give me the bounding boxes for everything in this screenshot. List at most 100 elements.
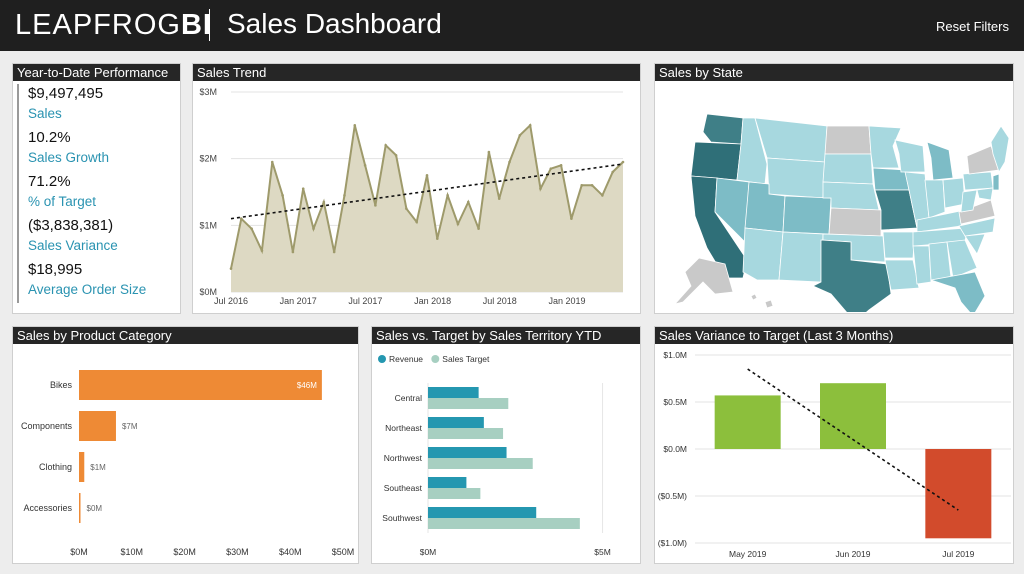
ytd-title: Year-to-Date Performance [13, 64, 180, 81]
trend-point [363, 164, 367, 167]
kpi-value: 71.2% [28, 173, 71, 190]
kpi-value: 10.2% [28, 129, 71, 146]
x-tick-label: $10M [121, 547, 144, 557]
y-tick-label: $0M [199, 287, 217, 297]
category-label: Accessories [23, 503, 72, 513]
trend-point [466, 200, 470, 204]
trend-point [281, 194, 284, 197]
state-florida[interactable] [930, 271, 986, 312]
state-louisiana[interactable] [884, 259, 920, 291]
trend-point [332, 250, 336, 254]
state-colorado[interactable] [782, 195, 832, 235]
x-tick-label: $30M [226, 547, 249, 557]
kpi-sales-variance[interactable]: ($3,838,381) Sales Variance [28, 216, 146, 260]
x-tick-label: May 2019 [729, 549, 767, 559]
state-west-virginia[interactable] [960, 189, 978, 213]
kpi-sales-growth[interactable]: 10.2% Sales Growth [28, 128, 146, 172]
x-tick-label: $50M [332, 547, 355, 557]
state-new-jersey[interactable] [992, 173, 1000, 191]
state-missouri[interactable] [874, 189, 918, 231]
trend-point [601, 194, 604, 197]
state-south-carolina[interactable] [964, 233, 986, 255]
kpi-avg-order-size[interactable]: $18,995 Average Order Size [28, 260, 146, 304]
trend-point [405, 207, 408, 210]
territory-bar [428, 458, 533, 469]
state-nebraska[interactable] [822, 181, 880, 211]
x-tick-label: $40M [279, 547, 302, 557]
territory-chart[interactable]: Revenue Sales Target Central Northeast North… [372, 345, 640, 562]
trend-point [229, 267, 233, 270]
trend-point [539, 187, 542, 190]
category-label: Bikes [50, 380, 73, 390]
x-tick-label: Jan 2017 [280, 296, 317, 306]
category-value-label: $1M [90, 463, 106, 472]
variance-panel: Sales Variance to Target (Last 3 Months)… [654, 326, 1014, 564]
trend-point [446, 194, 449, 197]
kpi-value: ($3,838,381) [28, 217, 114, 234]
trend-point [436, 237, 439, 240]
y-tick-label: $1M [199, 220, 217, 230]
state-alaska[interactable] [673, 257, 734, 305]
state-wisconsin[interactable] [894, 139, 926, 173]
trend-point [611, 170, 614, 174]
reset-filters-button[interactable]: Reset Filters [936, 19, 1009, 34]
state-montana[interactable] [754, 117, 828, 163]
legend-label: Sales Target [442, 354, 490, 364]
state-arizona[interactable] [742, 227, 784, 281]
state-pennsylvania[interactable] [962, 171, 994, 191]
kpi-percent-target[interactable]: 71.2% % of Target [28, 172, 146, 216]
us-state-map[interactable] [655, 82, 1013, 312]
territory-bar [428, 518, 580, 529]
kpi-label: Sales Variance [28, 238, 118, 253]
state-georgia[interactable] [946, 239, 978, 279]
x-tick-label: Jul 2018 [483, 296, 517, 306]
state-virginia[interactable] [958, 199, 996, 225]
state-south-dakota[interactable] [822, 153, 874, 185]
trend-point [580, 184, 584, 187]
state-north-carolina[interactable] [958, 217, 996, 237]
sales-trend-chart[interactable]: $0M $1M $2M $3M Jul 2016 Jan 2017 Jul 2017 Jan … [193, 82, 640, 312]
state-new-mexico[interactable] [778, 231, 824, 283]
kpi-sales[interactable]: $9,497,495 Sales [28, 84, 146, 128]
state-wyoming[interactable] [766, 157, 826, 199]
x-tick-label: Jun 2019 [836, 549, 871, 559]
x-tick-label: Jan 2018 [414, 296, 451, 306]
kpi-label: % of Target [28, 194, 97, 209]
variance-title: Sales Variance to Target (Last 3 Months) [655, 327, 1013, 344]
state-washington[interactable] [702, 113, 744, 145]
product-category-chart[interactable]: Bikes $46M Components $7M Clothing $1M Accesso… [13, 345, 358, 562]
kpi-label: Average Order Size [28, 282, 147, 297]
trend-point [549, 167, 553, 170]
trend-point [497, 197, 501, 200]
state-minnesota[interactable] [868, 125, 902, 169]
trend-point [590, 184, 594, 187]
page-title: Sales Dashboard [227, 8, 442, 39]
category-bar [79, 452, 85, 482]
kpi-value: $9,497,495 [28, 85, 104, 102]
trend-point [250, 227, 253, 230]
x-tick-label: $5M [594, 547, 611, 557]
x-tick-label: Jul 2017 [348, 296, 382, 306]
state-mississippi[interactable] [912, 245, 932, 285]
state-texas[interactable] [812, 239, 892, 312]
state-indiana[interactable] [924, 179, 946, 219]
state-north-dakota[interactable] [824, 125, 872, 155]
state-new-england[interactable] [990, 125, 1010, 173]
state-arkansas[interactable] [882, 231, 916, 259]
state-oregon[interactable] [690, 141, 742, 181]
state-kansas[interactable] [828, 207, 882, 237]
variance-chart[interactable]: $1.0M $0.5M $0.0M ($0.5M) ($1.0M) May 2019 Jun… [655, 345, 1013, 562]
category-label: Components [21, 421, 73, 431]
trend-point [270, 160, 274, 164]
territory-bar [428, 428, 504, 439]
category-value-label: $7M [122, 422, 138, 431]
trend-point [240, 217, 243, 220]
territory-bar [428, 447, 507, 458]
y-tick-label: $0.5M [663, 397, 687, 407]
territory-label: Northeast [385, 423, 422, 433]
state-hawaii[interactable] [750, 293, 774, 309]
state-maryland[interactable] [976, 187, 994, 201]
state-michigan[interactable] [926, 141, 954, 181]
territory-panel: Sales vs. Target by Sales Territory YTD … [371, 326, 641, 564]
variance-bar [820, 383, 886, 449]
